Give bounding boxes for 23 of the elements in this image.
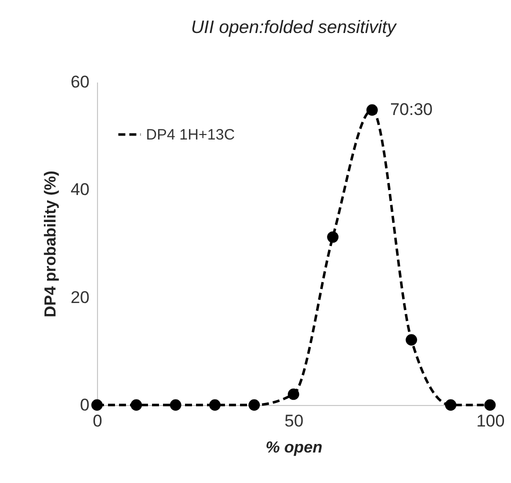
point (130, 399, 142, 411)
point (288, 388, 300, 400)
point (327, 231, 338, 243)
point (406, 334, 418, 346)
legend-label: DP4 1H+13C (146, 126, 235, 144)
x-axis-title: % open (266, 440, 323, 456)
x-tick-label: 0 (92, 412, 102, 430)
point (484, 399, 496, 411)
x-tick-label: 100 (476, 412, 505, 430)
point (445, 399, 456, 411)
chart-title: UII open:folded sensitivity (190, 17, 398, 37)
y-axis-title: DP4 probability (%) (42, 170, 60, 318)
y-tick-label: 60 (70, 72, 90, 92)
annotation: 70:30 (390, 100, 433, 119)
point (366, 104, 378, 116)
point (248, 399, 260, 411)
y-tick-label: 20 (70, 288, 90, 307)
y-tick-label: 0 (80, 396, 90, 414)
y-tick-label: 40 (70, 180, 90, 200)
point (209, 399, 221, 411)
x-tick-label: 50 (284, 412, 304, 430)
point (91, 399, 103, 411)
point (170, 399, 182, 411)
